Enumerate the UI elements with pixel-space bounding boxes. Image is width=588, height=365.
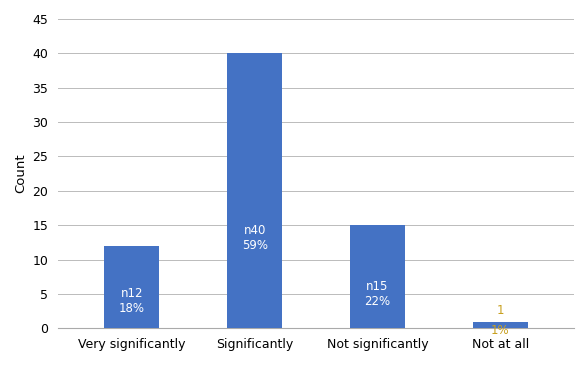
Y-axis label: Count: Count [14,154,27,193]
Bar [350,225,405,328]
Text: n12
18%: n12 18% [119,287,145,315]
Bar [104,246,159,328]
Text: 1%: 1% [491,324,510,337]
Text: n40
59%: n40 59% [242,224,268,251]
Bar [473,322,528,328]
Text: n15
22%: n15 22% [365,280,390,308]
Bar [227,53,282,328]
Text: 1: 1 [497,304,504,318]
